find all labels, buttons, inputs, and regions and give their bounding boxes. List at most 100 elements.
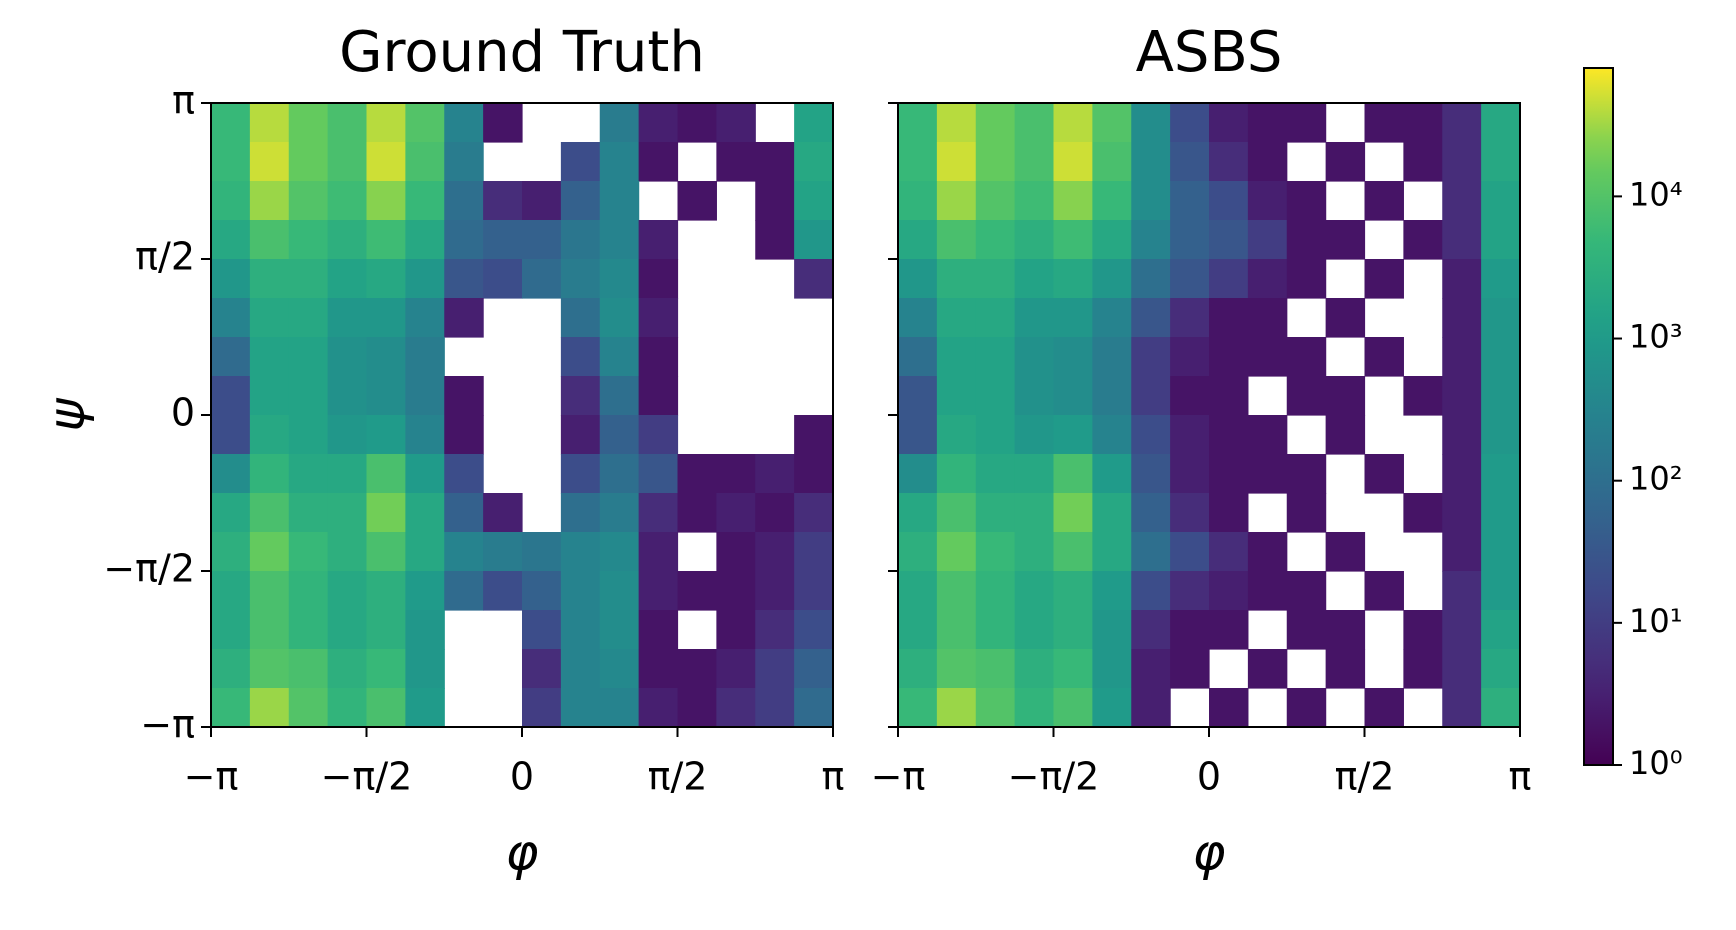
heatmap-cell [898, 337, 938, 377]
heatmap-cell [716, 571, 756, 611]
heatmap-cell [1014, 415, 1055, 455]
heatmap-cell [405, 454, 445, 494]
heatmap-cell [1209, 103, 1249, 143]
heatmap-cell [366, 103, 406, 143]
heatmap-cell [1442, 610, 1482, 650]
heatmap-cell [288, 376, 329, 416]
heatmap-cell [1481, 220, 1521, 260]
heatmap-cell [1053, 493, 1093, 533]
heatmap-cell [1170, 220, 1210, 260]
heatmap-cell [975, 649, 1016, 689]
x-axis-label: φ [1193, 824, 1226, 882]
heatmap-cell [405, 610, 445, 650]
heatmap-cell [288, 493, 329, 533]
heatmap-cell [1092, 298, 1132, 338]
heatmap-cell [599, 376, 640, 416]
heatmap-cell [936, 220, 977, 260]
heatmap-cell [560, 571, 601, 611]
heatmap-cell [638, 532, 679, 572]
heatmap-cell [1247, 415, 1288, 455]
heatmap-cell [755, 142, 795, 182]
heatmap-cell [975, 493, 1016, 533]
heatmap-cell [1481, 337, 1521, 377]
heatmap-cell [366, 337, 406, 377]
heatmap-cell [327, 493, 368, 533]
heatmap-cell [794, 493, 834, 533]
heatmap-cell [327, 571, 368, 611]
heatmap-cell [211, 259, 251, 299]
heatmap-cell [936, 649, 977, 689]
heatmap-cell [1170, 142, 1210, 182]
heatmap-cell [1325, 610, 1366, 650]
heatmap-cell [936, 298, 977, 338]
heatmap-cell [1403, 376, 1443, 416]
heatmap-cell [898, 454, 938, 494]
heatmap-cell [1286, 376, 1327, 416]
heatmap-cell [794, 571, 834, 611]
heatmap-cell [794, 688, 834, 728]
x-tick-label: π [1509, 755, 1532, 799]
heatmap-cell [1014, 571, 1055, 611]
heatmap-cell [288, 610, 329, 650]
heatmap-cell [755, 220, 795, 260]
heatmap-cell [898, 298, 938, 338]
heatmap-cell [211, 298, 251, 338]
heatmap-cell [638, 376, 679, 416]
heatmap-cell [327, 142, 368, 182]
heatmap-cell [327, 454, 368, 494]
heatmap-cell [1481, 649, 1521, 689]
heatmap-cell [444, 220, 484, 260]
heatmap-cell [1364, 181, 1404, 221]
heatmap-cell [1131, 454, 1171, 494]
heatmap-cell [327, 259, 368, 299]
heatmap-cell [366, 298, 406, 338]
heatmap-cell [288, 571, 329, 611]
heatmap-cell [1209, 610, 1249, 650]
heatmap-cell [1247, 220, 1288, 260]
heatmap-cell [1092, 415, 1132, 455]
heatmap-cell [1014, 376, 1055, 416]
heatmap-cell [794, 532, 834, 572]
heatmap-cell [936, 571, 977, 611]
heatmap-cell [716, 532, 756, 572]
heatmap-cell [1170, 415, 1210, 455]
heatmap-cell [1131, 415, 1171, 455]
heatmap-cell [1170, 571, 1210, 611]
colorbar-tick-label: 10² [1629, 460, 1683, 498]
heatmap-cell [599, 688, 640, 728]
heatmap-cell [1014, 649, 1055, 689]
heatmap-cell [327, 688, 368, 728]
heatmap-cell [794, 610, 834, 650]
heatmap-cell [249, 259, 290, 299]
heatmap-cell [1209, 298, 1249, 338]
heatmap-cell [1014, 142, 1055, 182]
heatmap-cell [975, 337, 1016, 377]
heatmap-cell [1286, 220, 1327, 260]
heatmap-cell [1014, 103, 1055, 143]
colorbar-tick-label: 10⁴ [1629, 175, 1683, 213]
heatmap-cell [677, 103, 717, 143]
heatmap-cell [716, 688, 756, 728]
heatmap-cell [1364, 259, 1404, 299]
heatmap-cell [716, 649, 756, 689]
heatmap-cell [975, 103, 1016, 143]
heatmap-cell [366, 532, 406, 572]
heatmap-cell [1170, 181, 1210, 221]
heatmap-cell [1209, 181, 1249, 221]
heatmap-cell [1092, 454, 1132, 494]
heatmap-cell [898, 103, 938, 143]
heatmap-cell [1364, 103, 1404, 143]
x-tick-label: 0 [1197, 755, 1221, 799]
heatmap-cell [1325, 649, 1366, 689]
heatmap-cell [1209, 142, 1249, 182]
heatmap-cell [1247, 571, 1288, 611]
heatmap-cell [249, 298, 290, 338]
heatmap-cell [1131, 493, 1171, 533]
heatmap-cell [483, 571, 523, 611]
heatmap-cell [1170, 259, 1210, 299]
heatmap-cell [936, 103, 977, 143]
heatmap-cell [677, 454, 717, 494]
heatmap-cell [1053, 259, 1093, 299]
heatmap-cell [288, 532, 329, 572]
heatmap-cell [898, 610, 938, 650]
